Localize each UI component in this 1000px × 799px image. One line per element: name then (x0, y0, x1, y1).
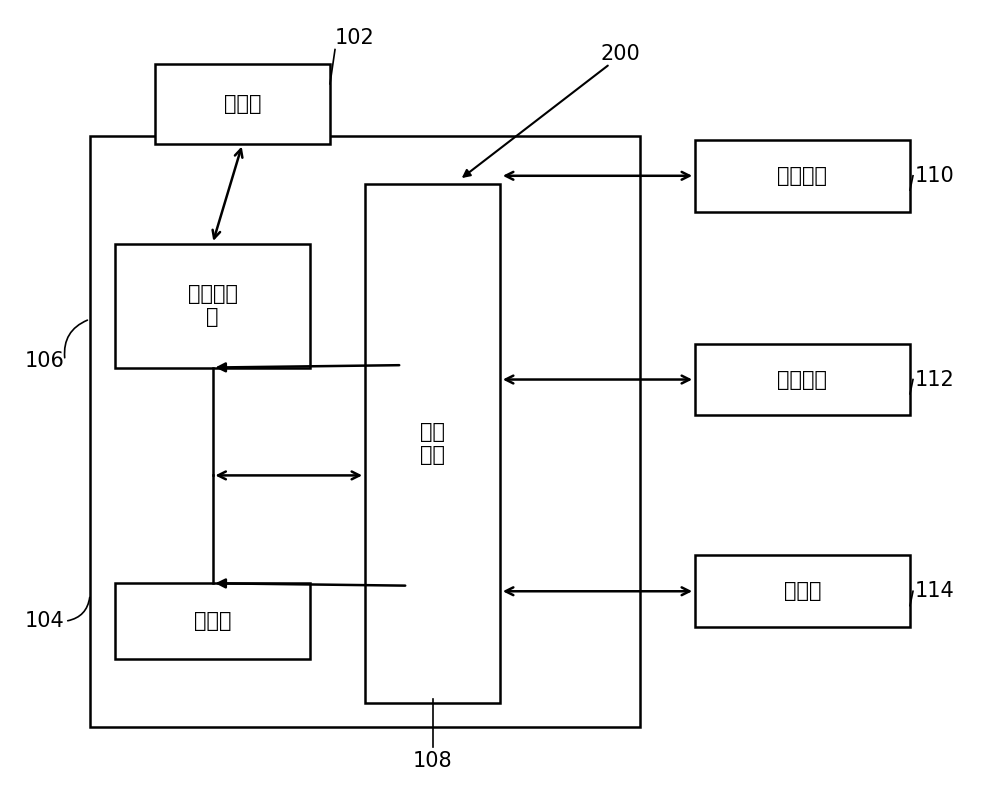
Text: 网络模块: 网络模块 (778, 165, 828, 186)
Bar (115, 583, 310, 659)
Text: 114: 114 (915, 581, 955, 602)
Text: 存储控制
器: 存储控制 器 (188, 284, 238, 328)
Text: 106: 106 (25, 351, 65, 371)
Bar (365, 184, 500, 703)
Bar (695, 344, 910, 415)
Text: 外设
接口: 外设 接口 (420, 422, 445, 465)
Text: 110: 110 (915, 165, 955, 186)
Bar (155, 64, 330, 144)
Text: 102: 102 (335, 28, 375, 48)
Text: 108: 108 (413, 751, 452, 771)
Bar (695, 140, 910, 212)
Text: 200: 200 (600, 44, 640, 64)
Text: 存储器: 存储器 (224, 93, 261, 114)
Bar (695, 555, 910, 627)
Text: 112: 112 (915, 369, 955, 390)
Bar (90, 136, 640, 727)
Text: 显示模块: 显示模块 (778, 369, 828, 390)
Bar (115, 244, 310, 368)
Text: 104: 104 (25, 611, 65, 631)
Text: 传感器: 传感器 (784, 581, 821, 602)
Text: 处理器: 处理器 (194, 611, 231, 631)
